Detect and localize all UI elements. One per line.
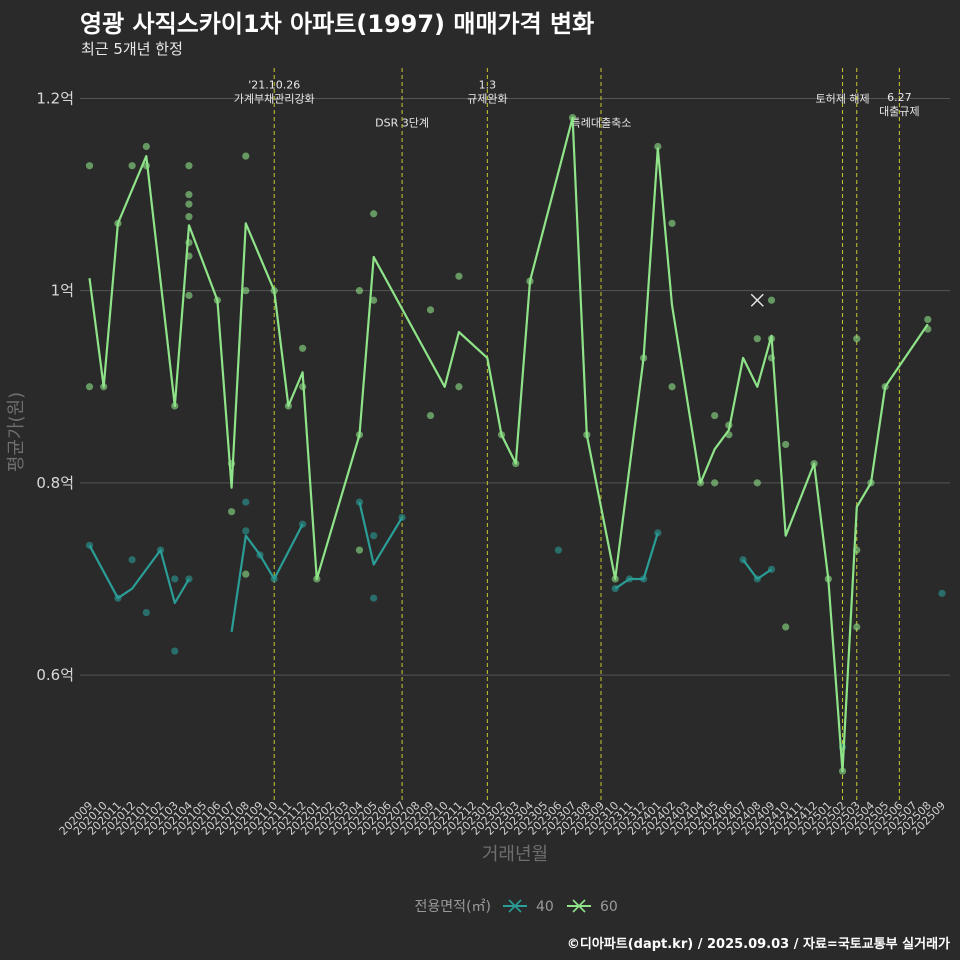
data-point-60 xyxy=(370,210,378,218)
policy-label: 1.3 xyxy=(479,78,497,91)
data-point-40 xyxy=(370,594,378,602)
data-point-60 xyxy=(753,479,761,487)
policy-label: 대출규제 xyxy=(879,105,919,118)
data-point-60 xyxy=(242,287,250,295)
data-point-60 xyxy=(455,272,463,280)
series-line-40 xyxy=(614,532,659,590)
data-point-60 xyxy=(299,344,307,352)
series-line-40 xyxy=(230,523,304,632)
x-axis-label: 거래년월 xyxy=(482,844,548,865)
series-line-40 xyxy=(358,501,404,566)
data-point-60 xyxy=(853,623,861,631)
x-axis: 2020092020102020112020122021012021022021… xyxy=(57,799,948,838)
policy-label: 가계부채관리강화 xyxy=(234,92,315,105)
data-point-40 xyxy=(355,498,364,506)
data-point-60 xyxy=(654,142,662,151)
data-point-60 xyxy=(426,306,435,314)
data-point-60 xyxy=(370,296,378,304)
y-tick-label: 0.8억 xyxy=(36,474,74,492)
data-point-60 xyxy=(711,411,719,420)
legend: 전용면적(㎡) 40 60 xyxy=(415,899,618,915)
data-point-40 xyxy=(938,589,946,597)
data-point-60 xyxy=(227,508,236,516)
data-point-60 xyxy=(242,152,250,160)
data-point-60 xyxy=(85,162,94,170)
data-point-60 xyxy=(782,623,790,631)
y-axis-label: 평균가(원) xyxy=(6,392,27,472)
data-point-60 xyxy=(668,383,676,391)
policy-label: 특례대출축소 xyxy=(571,116,632,129)
legend-label-40: 40 xyxy=(536,899,554,915)
gridlines xyxy=(80,97,950,676)
data-point-60 xyxy=(185,190,193,199)
data-point-60 xyxy=(924,315,932,324)
policy-label: DSR 3단계 xyxy=(375,116,429,129)
series-line-40 xyxy=(88,544,190,605)
legend-key-60 xyxy=(567,899,591,913)
data-point-60 xyxy=(355,546,364,554)
data-point-60 xyxy=(355,287,364,295)
data-point-60 xyxy=(185,200,193,208)
data-point-60 xyxy=(455,383,463,391)
chart-title: 영광 사직스카이1차 아파트(1997) 매매가격 변화 xyxy=(80,10,595,38)
source-caption: ©디아파트(dapt.kr) / 2025.09.03 / 자료=국토교통부 실… xyxy=(566,937,950,952)
data-point-40 xyxy=(171,647,179,655)
data-point-60 xyxy=(128,162,136,170)
policy-label: '21.10.26 xyxy=(248,78,300,91)
data-point-40 xyxy=(242,527,250,535)
highlight-x-marker xyxy=(750,293,764,307)
data-point-60 xyxy=(753,335,761,343)
data-point-40 xyxy=(142,608,150,617)
data-point-60 xyxy=(853,335,861,343)
data-point-60 xyxy=(426,411,435,420)
policy-label: 규제완화 xyxy=(467,92,507,105)
data-point-60 xyxy=(142,142,150,151)
data-point-40 xyxy=(171,575,179,583)
y-axis: 0.6억 0.8억 1억 1.2억 xyxy=(36,89,74,684)
data-point-40 xyxy=(242,498,250,506)
data-point-60 xyxy=(668,219,676,227)
data-point-60 xyxy=(242,570,250,578)
highlight-x-stroke xyxy=(750,293,764,307)
data-point-60 xyxy=(85,383,94,391)
data-point-60 xyxy=(767,296,776,304)
legend-key-x xyxy=(572,899,586,913)
policy-label: 토허제 해제 xyxy=(815,91,869,105)
policy-label: 6.27 xyxy=(887,91,912,104)
legend-key-40 xyxy=(503,899,527,913)
legend-title: 전용면적(㎡) xyxy=(415,899,491,915)
legend-label-60: 60 xyxy=(600,899,618,915)
legend-key-x xyxy=(508,899,522,913)
data-point-60 xyxy=(185,213,193,221)
data-point-60 xyxy=(185,162,193,170)
series-line-40 xyxy=(742,559,773,581)
chart-subtitle: 최근 5개년 한정 xyxy=(81,40,183,58)
data-point-60 xyxy=(782,440,790,449)
data-point-60 xyxy=(185,291,193,300)
series-line-60 xyxy=(88,116,929,773)
data-point-40 xyxy=(554,546,562,554)
data-point-60 xyxy=(711,479,719,487)
data-point-40 xyxy=(370,532,378,540)
y-tick-label: 1억 xyxy=(51,282,74,300)
data-point-40 xyxy=(128,556,136,564)
y-tick-label: 1.2억 xyxy=(36,89,74,107)
y-tick-label: 0.6억 xyxy=(36,666,74,684)
series-group xyxy=(85,114,946,775)
